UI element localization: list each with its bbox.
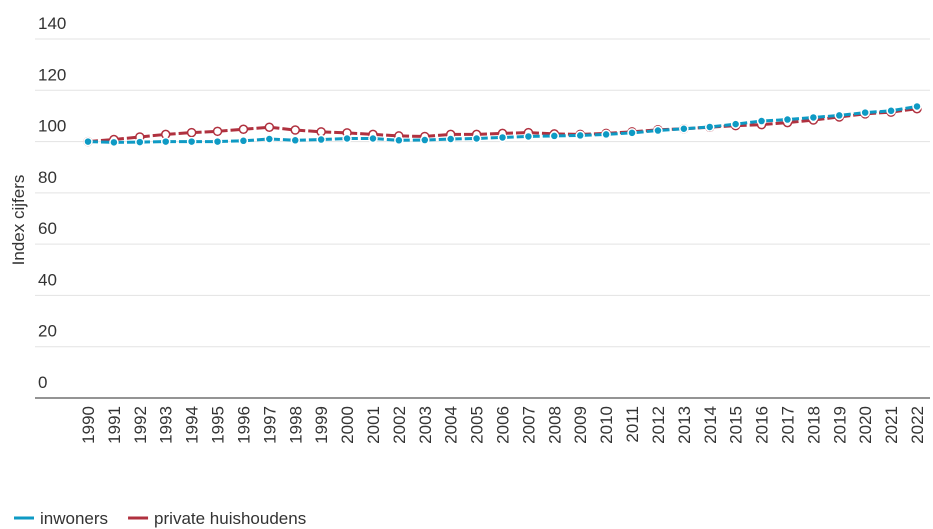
- x-tick-label: 2001: [364, 406, 383, 444]
- point: [471, 133, 482, 144]
- point: [238, 124, 249, 135]
- y-tick-label: 120: [38, 65, 66, 84]
- x-tick-label: 2004: [442, 406, 461, 444]
- point: [808, 112, 819, 123]
- x-tick-label: 2016: [753, 406, 772, 444]
- point: [316, 127, 326, 137]
- x-tick-label: 1992: [131, 406, 150, 444]
- x-tick-label: 1998: [286, 406, 305, 444]
- point: [186, 127, 197, 138]
- x-tick-label: 2021: [882, 406, 901, 444]
- point: [186, 136, 197, 147]
- x-tick-label: 2012: [649, 406, 668, 444]
- x-tick-label: 2005: [468, 406, 487, 444]
- point: [653, 125, 663, 136]
- point: [679, 124, 689, 134]
- series-line: [87, 107, 918, 144]
- x-tick-label: 1999: [312, 406, 331, 444]
- point: [782, 114, 793, 125]
- point: [394, 135, 404, 146]
- point: [834, 110, 845, 121]
- point: [445, 134, 456, 144]
- x-tick-label: 2002: [390, 406, 409, 444]
- point: [627, 128, 637, 138]
- x-tick-label: 2009: [571, 406, 590, 444]
- point: [601, 129, 611, 140]
- x-tick-label: 2010: [597, 406, 616, 444]
- x-tick-label: 2006: [494, 406, 513, 444]
- point: [109, 137, 119, 148]
- x-tick-label: 2019: [830, 406, 849, 444]
- x-tick-label: 2011: [623, 406, 642, 443]
- point: [497, 132, 508, 143]
- x-tick-label: 1990: [79, 406, 98, 444]
- point: [290, 135, 300, 146]
- point: [342, 133, 352, 144]
- y-tick-label: 80: [38, 168, 57, 187]
- point: [264, 134, 275, 144]
- x-tick-label: 1995: [209, 406, 228, 444]
- point: [212, 136, 223, 147]
- point: [238, 136, 249, 146]
- point: [368, 133, 378, 144]
- point: [886, 106, 896, 116]
- point: [420, 135, 430, 145]
- point: [523, 131, 534, 142]
- y-tick-label: 100: [38, 117, 66, 136]
- point: [705, 122, 715, 132]
- point: [912, 101, 922, 112]
- series-line: [87, 104, 918, 144]
- point: [264, 122, 275, 132]
- point: [549, 131, 560, 141]
- y-tick-label: 40: [38, 270, 57, 289]
- x-tick-label: 2018: [804, 406, 823, 444]
- point: [160, 136, 171, 147]
- x-tick-label: 2003: [416, 406, 435, 444]
- y-tick-label: 140: [38, 14, 66, 33]
- x-tick-label: 1993: [157, 406, 176, 444]
- x-tick-label: 1996: [234, 406, 253, 444]
- y-tick-label: 0: [38, 373, 47, 392]
- point: [135, 137, 145, 147]
- legend-label: private huishoudens: [154, 509, 306, 528]
- point: [316, 134, 326, 145]
- point: [756, 116, 767, 126]
- x-tick-label: 2013: [675, 406, 694, 444]
- point: [212, 126, 223, 137]
- point: [290, 125, 300, 135]
- y-tick-label: 60: [38, 219, 57, 238]
- y-axis-label: Index cijfers: [9, 175, 28, 266]
- x-tick-label: 2015: [727, 406, 746, 444]
- x-tick-label: 2014: [701, 406, 720, 444]
- x-tick-label: 2007: [519, 406, 538, 444]
- x-tick-label: 1994: [183, 406, 202, 444]
- y-tick-label: 20: [38, 322, 57, 341]
- x-tick-label: 1991: [105, 406, 124, 444]
- x-tick-label: 1997: [260, 406, 279, 444]
- x-tick-label: 2008: [545, 406, 564, 444]
- point: [83, 136, 93, 147]
- x-tick-label: 2020: [856, 406, 875, 444]
- x-tick-label: 2022: [908, 406, 927, 444]
- point: [575, 130, 585, 141]
- x-tick-label: 2017: [778, 406, 797, 444]
- legend-label: inwoners: [40, 509, 108, 528]
- x-tick-label: 2000: [338, 406, 357, 444]
- point: [730, 119, 741, 129]
- point: [860, 107, 870, 118]
